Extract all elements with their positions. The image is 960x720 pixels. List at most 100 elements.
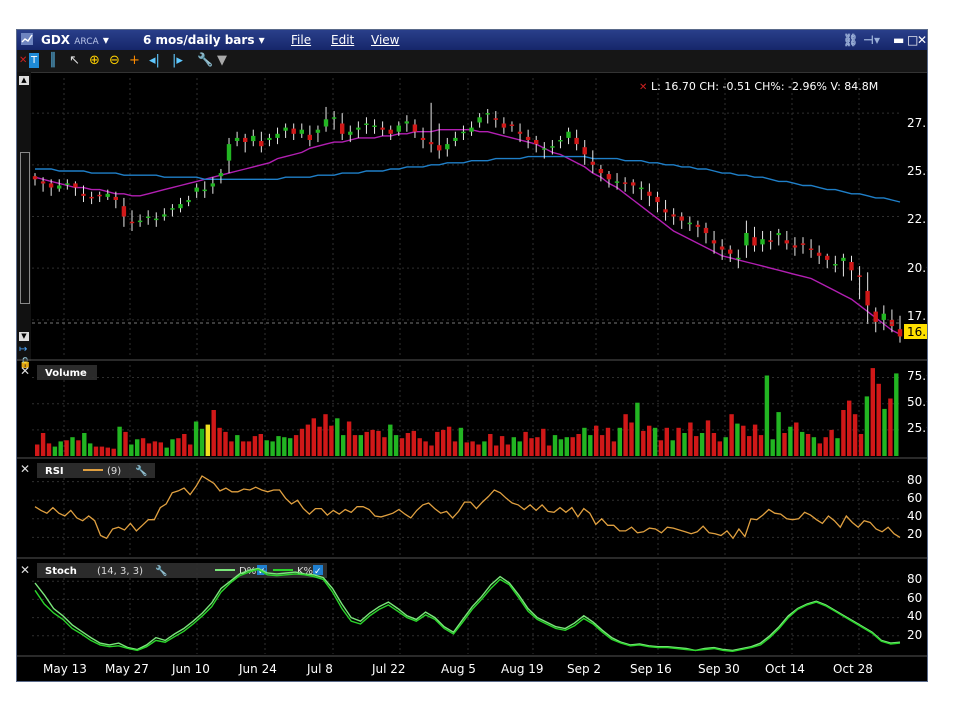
- volume-bar: [505, 444, 511, 456]
- x-tick-label: May 27: [105, 662, 149, 676]
- volume-bar: [140, 438, 146, 456]
- stoch-k-checkbox[interactable]: [313, 565, 323, 575]
- rsi-tick-label: 80: [907, 473, 922, 487]
- wrench-icon[interactable]: 🔧: [155, 564, 167, 577]
- candle-body: [663, 209, 668, 213]
- crosshair-icon[interactable]: +: [129, 53, 140, 68]
- volume-bar: [388, 424, 393, 456]
- checkmark-icon: ✓: [314, 567, 322, 577]
- maximize-icon[interactable]: □: [907, 33, 919, 47]
- symbol-selector[interactable]: GDX ARCA ▾: [41, 33, 109, 47]
- pointer-icon[interactable]: ↖: [69, 53, 80, 68]
- timeframe-label: 6 mos/daily bars: [143, 33, 255, 47]
- close-icon[interactable]: ✕: [19, 55, 28, 66]
- stoch-d-line: [34, 567, 901, 652]
- rsi-series-line: [34, 475, 901, 540]
- anchor-icon[interactable]: ↦: [19, 344, 28, 355]
- lock-icon[interactable]: 🔓: [19, 358, 32, 369]
- chart-window: GDX ARCA ▾ 6 mos/daily bars ▾ File Edit …: [16, 29, 928, 682]
- volume-bar: [482, 441, 487, 456]
- price-tick-label: 22.50: [907, 212, 927, 226]
- close-icon[interactable]: ✕: [20, 364, 30, 378]
- volume-bar: [93, 446, 99, 456]
- stoch-tick-label: 20: [907, 628, 922, 642]
- scroll-left-icon[interactable]: ◂|: [149, 53, 160, 68]
- pin-icon[interactable]: ⊣▾: [863, 33, 880, 47]
- bar-style-icon[interactable]: ║: [49, 53, 57, 68]
- volume-bar: [664, 427, 669, 456]
- candle-body: [412, 124, 418, 132]
- volume-bar: [747, 436, 752, 456]
- zoom-out-icon[interactable]: ⊖: [109, 53, 120, 68]
- volume-bar: [129, 444, 134, 456]
- candle-body: [105, 193, 110, 197]
- candle-body: [534, 140, 539, 145]
- volume-bar: [658, 440, 664, 456]
- more-icon[interactable]: ▼: [217, 53, 227, 68]
- volume-bar: [305, 424, 311, 456]
- volume-bar: [329, 425, 334, 456]
- volume-bar: [123, 431, 128, 456]
- wrench-icon[interactable]: 🔧: [135, 464, 147, 477]
- scroll-up-icon[interactable]: ▲: [19, 76, 29, 85]
- close-icon[interactable]: ✕: [917, 33, 928, 47]
- volume-bar: [376, 430, 381, 456]
- volume-tick-label: 75.0M: [907, 369, 927, 383]
- close-icon[interactable]: ✕: [20, 563, 30, 577]
- menu-file[interactable]: File: [291, 33, 312, 47]
- timeframe-selector[interactable]: 6 mos/daily bars ▾: [143, 33, 265, 47]
- volume-bar: [111, 448, 116, 456]
- candle-body: [48, 183, 54, 188]
- volume-bar: [311, 418, 316, 456]
- volume-bar: [288, 438, 293, 456]
- candle-body: [146, 216, 151, 218]
- volume-bar: [705, 420, 711, 456]
- chart-type-icon[interactable]: T: [29, 53, 40, 68]
- candle-body: [97, 194, 102, 197]
- volume-bar: [523, 431, 528, 456]
- price-scale-controls: ▲ ▼ ↦ 🔓: [17, 72, 31, 369]
- candle-body: [671, 214, 676, 217]
- volume-bar: [870, 368, 875, 456]
- candle-body: [65, 183, 70, 185]
- volume-bar: [429, 445, 434, 456]
- candle-body: [267, 137, 272, 140]
- candle-body: [315, 129, 321, 133]
- rsi-panel: ✕ RSI (9) 🔧 80 60 40 20: [17, 457, 927, 556]
- candle-body: [81, 193, 86, 196]
- menu-view[interactable]: View: [371, 33, 400, 47]
- candle-body: [89, 196, 94, 199]
- zoom-in-icon[interactable]: ⊕: [89, 53, 100, 68]
- volume-bar: [264, 440, 269, 456]
- volume-bar: [335, 418, 340, 456]
- stoch-k-line: [34, 568, 901, 653]
- candle-body: [558, 140, 563, 142]
- volume-bar: [541, 428, 546, 456]
- volume-tick-label: 50.0M: [907, 395, 927, 409]
- volume-bar: [382, 437, 387, 456]
- candle-body: [517, 131, 523, 134]
- remove-readout-icon[interactable]: ✕: [639, 82, 647, 93]
- chart-area: 27.50 25.00 22.50 20.00 17.50 ✕ L: 16.70…: [17, 73, 927, 676]
- volume-bar: [446, 426, 452, 456]
- candle-body: [428, 142, 434, 145]
- candle-body: [614, 181, 620, 183]
- candle-body: [154, 218, 159, 221]
- scale-slider[interactable]: [20, 152, 30, 304]
- candle-body: [331, 117, 337, 119]
- candle-body: [501, 123, 507, 128]
- close-icon[interactable]: ✕: [20, 462, 30, 476]
- volume-bar: [405, 433, 411, 456]
- price-panel-bg: [32, 73, 902, 358]
- menu-edit[interactable]: Edit: [331, 33, 355, 47]
- candle-body: [728, 249, 733, 254]
- scroll-down-icon[interactable]: ▼: [19, 332, 29, 341]
- link-icon[interactable]: ⛓: [843, 33, 859, 47]
- volume-bar: [58, 441, 63, 456]
- candle-body: [186, 200, 191, 203]
- minimize-icon[interactable]: ▬: [893, 33, 905, 47]
- volume-bar: [164, 447, 169, 456]
- volume-bar: [217, 427, 222, 456]
- scroll-right-icon[interactable]: |▸: [172, 53, 183, 68]
- wrench-icon[interactable]: 🔧: [197, 53, 214, 68]
